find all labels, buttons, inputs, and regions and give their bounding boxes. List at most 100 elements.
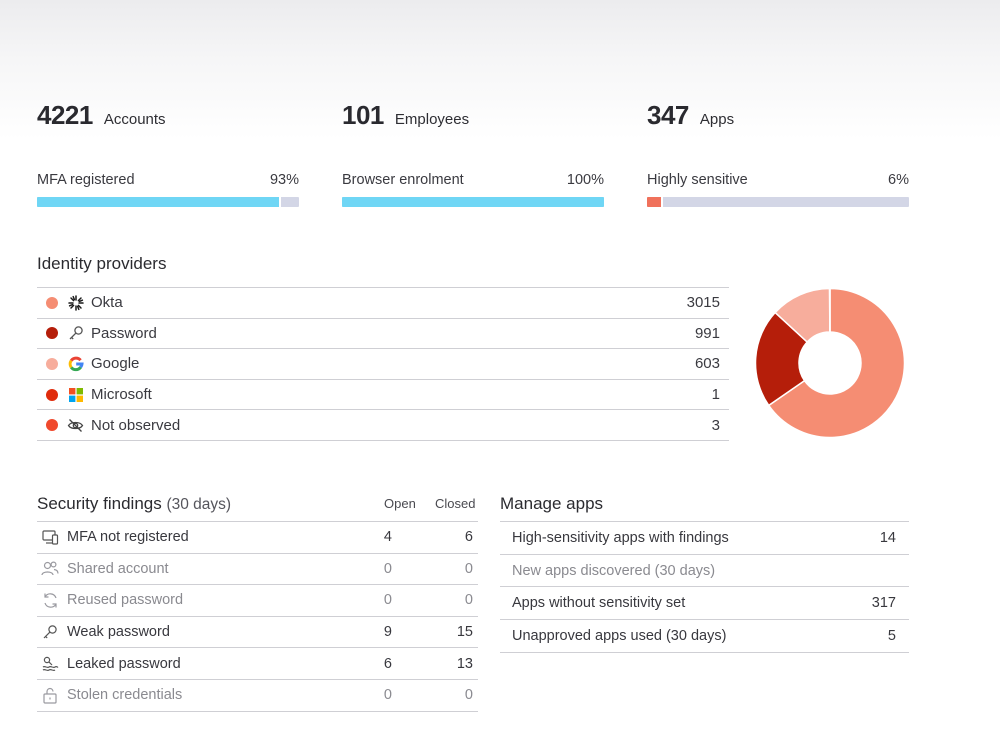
progress-fill (37, 197, 281, 207)
app-metric-count: 14 (879, 529, 896, 546)
finding-label: Leaked password (67, 655, 181, 672)
stat-apps: 347 Apps (647, 100, 734, 131)
list-item[interactable]: Not observed 3 (37, 410, 729, 441)
closed-count: 0 (464, 592, 473, 609)
app-metric-label: Apps without sensitivity set (512, 595, 686, 612)
refresh-icon (41, 591, 59, 609)
stat-label: Accounts (103, 111, 166, 128)
meter-value: 93% (269, 172, 299, 188)
leak-icon (41, 655, 59, 673)
list-item[interactable]: Unapproved apps used (30 days) 5 (500, 620, 909, 653)
stat-label: Employees (394, 111, 470, 128)
meter-mfa-registered[interactable]: MFA registered 93% (37, 172, 299, 207)
progress-fill (647, 197, 663, 207)
column-closed: Closed (435, 496, 476, 511)
provider-count: 1 (711, 386, 720, 404)
app-metric-label: New apps discovered (30 days) (512, 562, 716, 579)
open-count: 6 (383, 655, 392, 672)
legend-dot (46, 296, 58, 309)
progress-track (647, 197, 909, 207)
list-item[interactable]: High-sensitivity apps with findings 14 (500, 522, 909, 555)
meter-label: Highly sensitive (647, 172, 748, 188)
app-metric-label: High-sensitivity apps with findings (512, 529, 729, 546)
open-count: 0 (383, 592, 392, 609)
eye-off-icon (67, 417, 84, 434)
key-icon (67, 325, 84, 342)
app-metric-label: Unapproved apps used (30 days) (512, 627, 727, 644)
users-icon (41, 560, 59, 578)
microsoft-icon (67, 386, 84, 403)
provider-name: Microsoft (91, 386, 152, 404)
closed-count: 0 (464, 687, 473, 704)
table-row[interactable]: Stolen credentials 0 0 (37, 680, 478, 712)
meter-value: 6% (888, 172, 909, 188)
provider-count: 3 (711, 416, 720, 434)
app-metric-count: 5 (887, 627, 896, 644)
security-findings-title: Security findings (30 days) (37, 494, 231, 514)
list-item[interactable]: Microsoft 1 (37, 380, 729, 411)
list-item[interactable]: Okta 3015 (37, 288, 729, 319)
open-count: 0 (383, 560, 392, 577)
table-row[interactable]: MFA not registered 4 6 (37, 522, 478, 554)
stat-employees: 101 Employees (342, 100, 469, 131)
open-count: 9 (383, 624, 392, 641)
provider-name: Google (91, 355, 140, 373)
donut-slice-okta[interactable] (767, 288, 905, 438)
security-findings-subtitle: (30 days) (166, 496, 232, 513)
table-row[interactable]: Weak password 9 15 (37, 617, 478, 649)
closed-count: 13 (456, 655, 473, 672)
provider-name: Not observed (91, 416, 181, 434)
key-icon (41, 623, 59, 641)
stat-value: 4221 (37, 100, 93, 130)
stat-accounts: 4221 Accounts (37, 100, 166, 131)
manage-apps-title: Manage apps (500, 494, 604, 513)
app-metric-count: 317 (871, 595, 896, 612)
identity-providers-donut-chart (755, 288, 905, 438)
open-count: 4 (383, 529, 392, 546)
okta-icon (67, 294, 84, 311)
closed-count: 0 (464, 560, 473, 577)
meter-label: Browser enrolment (342, 172, 464, 188)
security-findings-table: MFA not registered 4 6 Shared account 0 … (37, 521, 478, 712)
finding-label: Weak password (67, 624, 170, 641)
list-item[interactable]: Password 991 (37, 319, 729, 350)
meter-highly-sensitive[interactable]: Highly sensitive 6% (647, 172, 909, 207)
identity-providers-list: Okta 3015 Password 991 Google 603 (37, 287, 729, 441)
stat-value: 101 (342, 100, 384, 130)
security-findings-heading: Security findings (37, 494, 162, 513)
closed-count: 15 (456, 624, 473, 641)
list-item[interactable]: Google 603 (37, 349, 729, 380)
closed-count: 6 (464, 529, 473, 546)
legend-dot (46, 327, 58, 340)
legend-dot (46, 419, 58, 432)
legend-dot (46, 388, 58, 401)
progress-track (342, 197, 604, 207)
meter-value: 100% (566, 172, 604, 188)
devices-icon (41, 528, 59, 546)
lock-icon (41, 686, 59, 704)
column-open: Open (384, 496, 416, 511)
finding-label: Stolen credentials (67, 687, 183, 704)
manage-apps-list: High-sensitivity apps with findings 14 N… (500, 521, 909, 653)
finding-label: Shared account (67, 560, 169, 577)
provider-count: 603 (694, 355, 720, 373)
stat-value: 347 (647, 100, 689, 130)
meter-browser-enrolment[interactable]: Browser enrolment 100% (342, 172, 604, 207)
finding-label: MFA not registered (67, 529, 189, 546)
stat-label: Apps (699, 111, 735, 128)
table-row[interactable]: Reused password 0 0 (37, 585, 478, 617)
google-icon (67, 355, 84, 372)
table-row[interactable]: Shared account 0 0 (37, 554, 478, 586)
finding-label: Reused password (67, 592, 184, 609)
provider-count: 3015 (686, 294, 720, 312)
table-row[interactable]: Leaked password 6 13 (37, 648, 478, 680)
open-count: 0 (383, 687, 392, 704)
list-item[interactable]: Apps without sensitivity set 317 (500, 587, 909, 621)
list-item[interactable]: New apps discovered (30 days) (500, 555, 909, 588)
provider-count: 991 (694, 324, 720, 342)
meter-label: MFA registered (37, 172, 135, 188)
identity-providers-title: Identity providers (37, 254, 167, 273)
progress-track (37, 197, 299, 207)
legend-dot (46, 357, 58, 370)
provider-name: Okta (91, 294, 123, 312)
